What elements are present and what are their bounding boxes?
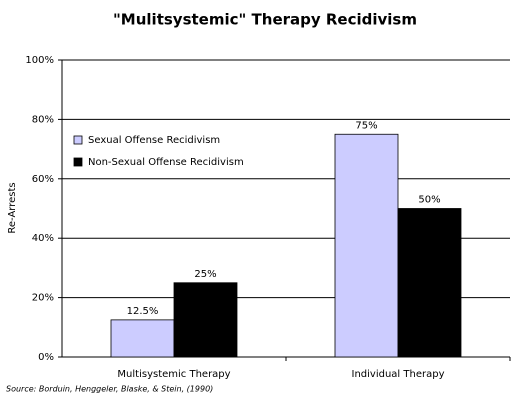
y-tick-label: 80% (32, 114, 54, 125)
value-label: 12.5% (127, 306, 159, 317)
x-tick-label: Individual Therapy (352, 369, 445, 380)
bar (397, 208, 462, 358)
legend-label: Sexual Offense Recidivism (88, 135, 220, 146)
legend-swatch (73, 135, 83, 145)
y-tick-label: 40% (32, 233, 54, 244)
x-tick-label: Multisystemic Therapy (117, 369, 230, 380)
y-tick-label: 60% (32, 174, 54, 185)
source-note: Source: Borduin, Henggeler, Blaske, & St… (6, 385, 213, 394)
bar (110, 319, 175, 358)
y-tick-label: 0% (38, 352, 54, 363)
legend-swatch (73, 157, 83, 167)
bar (334, 133, 399, 358)
y-tick-label: 20% (32, 293, 54, 304)
bar (173, 282, 238, 358)
value-label: 75% (355, 120, 377, 131)
value-label: 50% (418, 195, 440, 206)
y-axis-label: Re-Arrests (7, 182, 18, 233)
chart-title: "Mulitsystemic" Therapy Recidivism (113, 11, 417, 29)
legend-label: Non-Sexual Offense Recidivism (88, 157, 244, 168)
y-tick-label: 100% (25, 55, 54, 66)
value-label: 25% (194, 269, 216, 280)
